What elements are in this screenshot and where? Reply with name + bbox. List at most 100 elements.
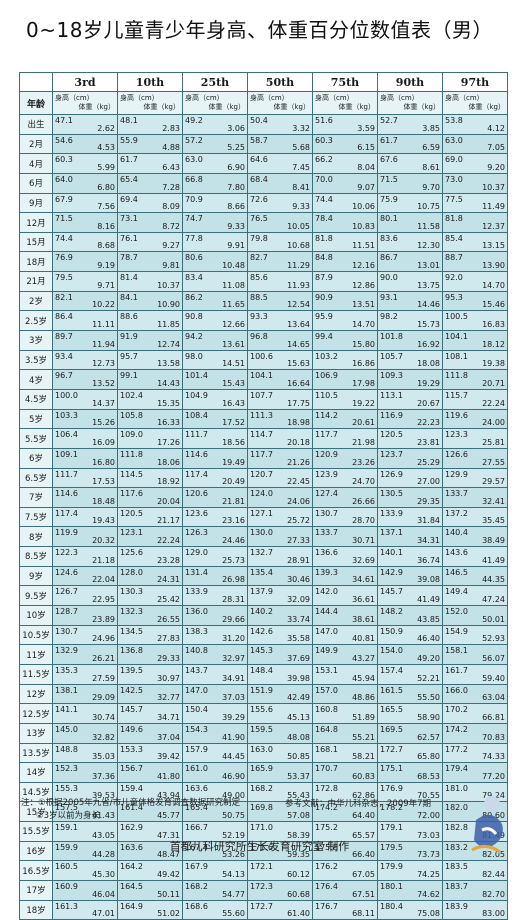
value-cell: 140.8 32.97 [182, 644, 248, 665]
height-value: 143.7 [185, 665, 208, 675]
height-weight-subheader: 身高（cm） 体重（kg） [377, 91, 443, 115]
weight-value: 49.00 [222, 791, 245, 801]
table-row: 3岁 89.7 11.94 91.9 12.74 94.2 13.61 96.8 14.65 99… [19, 330, 508, 351]
value-cell: 55.9 4.88 [117, 133, 183, 155]
weight-value: 11.93 [287, 280, 310, 290]
height-value: 154.3 [185, 724, 208, 734]
height-value: 98.0 [185, 351, 203, 361]
value-cell: 84.1 10.90 [117, 290, 183, 312]
table-row: 5.5岁 106.4 16.09 109.0 17.26 111.7 18.56 114.7 2… [19, 428, 508, 449]
value-cell: 160.8 51.89 [312, 703, 378, 724]
weight-value: 60.68 [287, 889, 310, 899]
height-value: 140.2 [250, 607, 273, 617]
weight-value: 15.43 [222, 378, 245, 388]
weight-value: 80.60 [482, 811, 505, 821]
value-cell: 152.3 37.36 [52, 762, 118, 783]
age-cell: 11.5岁 [19, 663, 53, 685]
value-cell: 164.9 51.02 [117, 899, 183, 920]
weight-value: 18.56 [222, 437, 245, 447]
value-cell: 53.8 4.12 [442, 114, 508, 135]
value-cell: 119.6 24.00 [442, 408, 508, 430]
height-value: 132.3 [120, 607, 143, 617]
percentile-header-25th: 25th [182, 72, 248, 92]
height-value: 135.4 [250, 567, 273, 577]
table-row: 14岁 152.3 37.36 156.7 41.80 161.0 46.90 165.9 53… [19, 762, 508, 783]
value-cell: 88.6 11.85 [117, 310, 183, 332]
height-value: 105.7 [380, 351, 403, 361]
weight-value: 16.33 [157, 418, 180, 428]
weight-value: 12.54 [287, 300, 310, 310]
height-value: 110.5 [315, 390, 338, 400]
credit-text: 首都儿科研究所生长发育研究室 制作 [169, 840, 350, 853]
height-value: 101.4 [185, 371, 208, 381]
value-cell: 149.6 37.04 [117, 722, 183, 744]
age-cell: 17岁 [19, 879, 53, 901]
weight-value: 59.35 [287, 850, 310, 860]
value-cell: 129.9 29.57 [442, 467, 508, 489]
age-cell: 16.5岁 [19, 860, 53, 881]
value-cell: 143.6 41.49 [442, 546, 508, 567]
weight-value: 8.72 [162, 221, 180, 231]
value-cell: 154.0 49.20 [377, 644, 443, 665]
table-row: 2.5岁 86.4 11.11 88.6 11.85 90.8 12.66 93.3 13.64… [19, 310, 508, 332]
height-value: 162.9 [120, 823, 143, 833]
value-cell: 95.3 15.46 [442, 290, 508, 312]
value-cell: 101.8 16.92 [377, 330, 443, 351]
weight-value: 51.89 [352, 712, 375, 722]
weight-value: 3.59 [357, 123, 375, 133]
weight-value: 15.35 [157, 398, 180, 408]
height-value: 120.7 [250, 469, 273, 479]
value-cell: 123.1 22.24 [117, 526, 183, 548]
weight-value: 20.32 [92, 536, 115, 546]
height-value: 73.0 [445, 174, 463, 184]
height-value: 63.0 [445, 135, 463, 145]
height-value: 111.3 [250, 410, 273, 420]
value-cell: 117.4 19.43 [52, 506, 118, 528]
weight-value: 45.94 [352, 673, 375, 683]
weight-value: 10.06 [352, 202, 375, 212]
height-value: 130.7 [315, 508, 338, 518]
value-cell: 98.0 14.51 [182, 349, 248, 371]
value-cell: 130.7 28.70 [312, 506, 378, 528]
height-value: 124.0 [250, 489, 273, 499]
weight-value: 50.01 [482, 614, 505, 624]
weight-value: 19.29 [417, 378, 440, 388]
weight-value: 18.08 [417, 359, 440, 369]
height-value: 140.1 [380, 548, 403, 558]
table-row: 7岁 114.6 18.48 117.6 20.04 120.6 21.81 124.0 24.… [19, 487, 508, 508]
height-value: 172.3 [250, 881, 273, 891]
weight-value: 23.16 [222, 516, 245, 526]
weight-value: 30.71 [352, 536, 375, 546]
height-value: 134.5 [120, 626, 143, 636]
value-cell: 150.9 46.40 [377, 624, 443, 646]
height-value: 94.2 [185, 332, 203, 342]
height-value: 123.3 [445, 430, 468, 440]
weight-value: 18.92 [157, 477, 180, 487]
value-cell: 145.0 32.82 [52, 722, 118, 744]
value-cell: 58.7 5.68 [247, 133, 313, 155]
weight-value: 30.97 [157, 673, 180, 683]
height-value: 136.8 [120, 646, 143, 656]
value-cell: 126.6 27.55 [442, 447, 508, 469]
height-value: 77.8 [185, 233, 203, 243]
weight-value: 34.91 [222, 673, 245, 683]
height-value: 69.4 [120, 194, 138, 204]
height-value: 75.9 [380, 194, 398, 204]
height-value: 159.9 [55, 842, 78, 852]
weight-value: 12.66 [222, 320, 245, 330]
height-value: 136.0 [185, 607, 208, 617]
height-value: 70.9 [185, 194, 203, 204]
height-value: 172.7 [380, 744, 403, 754]
value-cell: 105.8 16.33 [117, 408, 183, 430]
value-cell: 168.6 55.60 [182, 899, 248, 920]
height-value: 183.9 [445, 901, 468, 911]
note-2-text: ②3岁以前为身长 [36, 811, 101, 821]
height-value: 84.8 [315, 253, 333, 263]
weight-value: 10.37 [482, 182, 505, 192]
table-row: 15月 74.4 8.68 76.1 9.27 77.8 9.91 79.8 10.68 81.8… [19, 231, 508, 253]
weight-value: 43.94 [157, 791, 180, 801]
height-value: 142.0 [315, 587, 338, 597]
age-cell: 12岁 [19, 683, 53, 705]
value-cell: 86.4 11.11 [52, 310, 118, 332]
table-row: 18月 76.9 9.19 78.7 9.81 80.6 10.48 82.7 11.29 84.… [19, 251, 508, 273]
